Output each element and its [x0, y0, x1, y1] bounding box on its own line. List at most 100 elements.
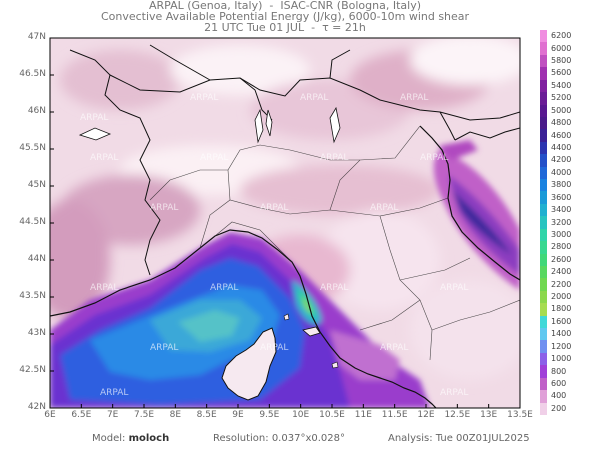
tick-marks: [49, 37, 521, 409]
colorbar-label: 4400: [551, 142, 572, 152]
colorbar-label: 2000: [551, 292, 572, 302]
colorbar-segment: [540, 30, 547, 43]
colorbar-label: 5600: [551, 68, 572, 78]
longitude-label: 11E: [354, 410, 372, 420]
watermark-text: ARPAL: [320, 283, 348, 293]
latitude-label: 42N: [27, 402, 46, 412]
colorbar-segment: [540, 104, 547, 118]
longitude-label: 6.5E: [71, 410, 92, 420]
colorbar-label: 6200: [551, 31, 572, 41]
colorbar-label: 5800: [551, 56, 572, 66]
colorbar-label: 1200: [551, 341, 572, 351]
lakes: [78, 106, 341, 144]
colorbar-segment: [540, 216, 547, 230]
watermark-text: ARPAL: [440, 388, 468, 398]
colorbar-label: 6000: [551, 43, 572, 53]
colorbar-label: 1800: [551, 304, 572, 314]
longitude-label: 8E: [169, 410, 182, 420]
latitude-label: 44.5N: [19, 217, 46, 227]
watermark-text: ARPAL: [210, 283, 238, 293]
longitude-label: 9.5E: [259, 410, 280, 420]
colorbar-label: 3400: [551, 205, 572, 215]
capraia-island: [283, 313, 290, 321]
watermark-text: ARPAL: [370, 203, 398, 213]
adriatic-cape-band: [433, 140, 520, 290]
colorbar-label: 2200: [551, 279, 572, 289]
watermark-text: ARPAL: [400, 93, 428, 103]
regional-borders: [149, 125, 520, 361]
latitude-label: 44N: [27, 254, 46, 264]
colorbar-label: 1600: [551, 316, 572, 326]
national-borders: [69, 44, 520, 276]
colorbar-segment: [540, 278, 547, 292]
longitude-label: 10.5E: [319, 410, 345, 420]
resolution-value: 0.037°x0.028°: [271, 433, 345, 444]
watermark-text: ARPAL: [200, 153, 228, 163]
corsica-island: [221, 327, 277, 401]
longitude-label: 7.5E: [134, 410, 154, 420]
giglio-island: [331, 361, 339, 369]
longitude-label: 12.5E: [444, 410, 471, 420]
watermark-text: ARPAL: [150, 343, 178, 353]
colorbar-label: 3000: [551, 229, 572, 239]
latitude-label: 43.5N: [19, 291, 46, 301]
latitude-label: 43N: [27, 328, 46, 338]
watermark-text: ARPAL: [420, 153, 448, 163]
watermark-text: ARPAL: [150, 203, 178, 213]
latitude-label: 47N: [27, 32, 46, 42]
watermark-text: ARPAL: [300, 93, 328, 103]
colorbar-segment: [540, 402, 547, 416]
colorbar-segment: [540, 54, 547, 68]
watermark-text: ARPAL: [100, 388, 128, 398]
colorbar-label: 4200: [551, 155, 572, 165]
colorbar-label: 3200: [551, 217, 572, 227]
resolution-label: Resolution:: [213, 433, 269, 444]
colorbar-segment: [540, 79, 547, 93]
watermark-text: ARPAL: [260, 203, 288, 213]
latitude-label: 46.5N: [19, 69, 46, 79]
model-info: Model: moloch: [92, 433, 169, 444]
longitude-label: 6E: [44, 410, 56, 420]
watermark-text: ARPAL: [380, 343, 408, 353]
colorbar-segment: [540, 203, 547, 217]
cape-colorbar: [540, 30, 547, 416]
watermark-text: ARPAL: [80, 113, 108, 123]
map-header: ARPAL (Genoa, Italy) - ISAC-CNR (Bologna…: [50, 0, 520, 33]
italian-coastline: [50, 229, 437, 408]
latitude-label: 42.5N: [19, 365, 46, 375]
analysis-value: Tue 00Z01JUL2025: [435, 433, 530, 444]
longitude-label: 10E: [292, 410, 310, 420]
adriatic-coastline: [419, 125, 520, 281]
header-line-3: 21 UTC Tue 01 JUL - τ = 21h: [204, 21, 366, 34]
colorbar-segment: [540, 253, 547, 267]
colorbar-segment: [540, 315, 547, 329]
colorbar-label: 4800: [551, 118, 572, 128]
header-line-1: ARPAL (Genoa, Italy) - ISAC-CNR (Bologna…: [148, 0, 422, 12]
colorbar-label: 4000: [551, 167, 572, 177]
colorbar-segment: [540, 67, 547, 81]
colorbar-segment: [540, 328, 547, 341]
colorbar-segment: [540, 340, 547, 354]
longitude-label: 11.5E: [381, 410, 408, 420]
colorbar-segment: [540, 390, 547, 404]
colorbar-label: 1000: [551, 354, 572, 364]
colorbar-segment: [540, 228, 547, 242]
map-footer: Model: moloch Resolution: 0.037°x0.028° …: [0, 433, 600, 447]
colorbar-label: 200: [551, 403, 567, 413]
colorbar-segment: [540, 92, 547, 105]
colorbar-segment: [540, 141, 547, 155]
colorbar-label: 5400: [551, 80, 572, 90]
colorbar-label: 2800: [551, 242, 572, 252]
colorbar-label: 3800: [551, 180, 572, 190]
longitude-label: 12E: [417, 410, 435, 420]
colorbar-segment: [540, 377, 547, 391]
colorbar-label: 4600: [551, 130, 572, 140]
colorbar-segment: [540, 265, 547, 279]
longitude-label: 13.5E: [507, 410, 533, 420]
colorbar-segment: [540, 166, 547, 180]
colorbar-label: 1400: [551, 329, 572, 339]
watermark-text: ARPAL: [440, 283, 468, 293]
watermark-text: ARPAL: [260, 343, 288, 353]
watermark-text: ARPAL: [90, 153, 118, 163]
colorbar-label: 600: [551, 378, 567, 388]
